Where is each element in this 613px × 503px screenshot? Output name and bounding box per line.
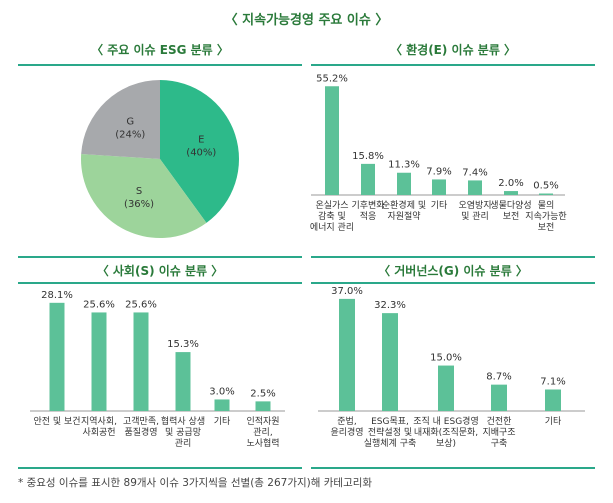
data-label: 15.8% — [352, 151, 384, 162]
category-label: 기타 — [431, 200, 448, 211]
pie-slice-S — [81, 154, 207, 238]
category-label: 조직 내 ESG경영 내재화(조직문화, 보상) — [413, 415, 479, 449]
data-label: 32.3% — [374, 300, 406, 311]
bar — [49, 302, 65, 411]
divider — [311, 467, 595, 469]
bar — [91, 312, 107, 411]
category-label: 인적자원 관리, 노사협력 — [246, 415, 279, 449]
data-label: 7.1% — [540, 376, 565, 387]
pie-value-E: (40%) — [186, 148, 216, 159]
divider — [18, 256, 302, 258]
bar — [438, 365, 454, 411]
bar — [255, 401, 271, 411]
divider — [18, 282, 302, 284]
bar — [133, 312, 149, 411]
data-label: 7.4% — [462, 167, 487, 178]
data-label: 3.0% — [209, 386, 234, 397]
category-label: 건전한 지배구조 구축 — [482, 416, 515, 449]
divider — [18, 64, 302, 66]
category-label: 안전 및 보건 — [33, 415, 80, 427]
pie-value-S: (36%) — [124, 199, 154, 210]
category-label: 기타 — [214, 416, 231, 427]
bar — [361, 163, 375, 195]
bar — [539, 193, 553, 195]
data-label: 0.5% — [533, 181, 558, 192]
bar — [432, 179, 446, 195]
footnote: * 중요성 이슈를 표시한 89개사 이슈 3가지씩을 선별(총 267가지)해… — [18, 477, 373, 489]
data-label: 8.7% — [486, 372, 511, 383]
bar — [468, 180, 482, 195]
bar — [491, 384, 507, 411]
data-label: 28.1% — [41, 290, 73, 301]
category-label: 지역사회, 사회공헌 — [81, 416, 117, 438]
category-label: 준법, 윤리경영 — [330, 416, 363, 438]
category-label: ESG목표, 전략설정 및 실행체계 구축 — [364, 416, 417, 449]
page-title: 〈 지속가능경영 주요 이슈 〉 — [224, 13, 389, 28]
social-chart-title: 〈 사회(S) 이슈 분류 〉 — [96, 264, 224, 278]
pie-label-G: G — [126, 116, 134, 127]
bar — [397, 172, 411, 195]
data-label: 25.6% — [125, 299, 157, 310]
pie-slice-G — [81, 80, 160, 159]
env-chart-title: 〈 환경(E) 이슈 분류 〉 — [389, 43, 517, 57]
bar — [382, 313, 398, 411]
bar — [339, 298, 355, 411]
bar — [325, 86, 339, 195]
divider — [18, 467, 302, 469]
divider — [311, 282, 595, 284]
data-label: 25.6% — [83, 299, 115, 310]
data-label: 37.0% — [331, 286, 363, 297]
category-label: 오염방지 및 관리 — [458, 200, 491, 222]
gov-chart-title: 〈 거버넌스(G) 이슈 분류 〉 — [378, 264, 528, 278]
pie-chart-title: 〈 주요 이슈 ESG 분류 〉 — [91, 43, 229, 57]
category-label: 기타 — [545, 416, 562, 427]
category-label: 온실가스 감축 및 에너지 관리 — [310, 200, 354, 233]
data-label: 15.3% — [167, 339, 199, 350]
category-label: 생물다양성 보전 — [490, 200, 531, 222]
data-label: 11.3% — [388, 160, 420, 171]
data-label: 2.5% — [250, 388, 275, 399]
bar — [545, 389, 561, 411]
pie-label-E: E — [198, 135, 204, 146]
data-label: 55.2% — [316, 73, 348, 84]
pie-label-S: S — [136, 186, 142, 197]
data-label: 2.0% — [498, 178, 523, 189]
bar — [214, 399, 230, 411]
data-label: 7.9% — [426, 166, 451, 177]
category-label: 기후변화 적응 — [351, 200, 384, 222]
category-label: 고객만족, 품질경영 — [123, 416, 159, 438]
data-label: 15.0% — [430, 353, 462, 364]
divider — [311, 256, 595, 258]
category-label: 물의 지속가능한 보전 — [525, 200, 566, 233]
bar — [504, 191, 518, 195]
category-label: 협력사 상생 및 공급망 관리 — [161, 415, 205, 449]
bar — [175, 352, 191, 411]
category-label: 순환경제 및 자원절약 — [382, 199, 426, 222]
pie-slice-E — [160, 80, 239, 223]
pie-value-G: (24%) — [115, 129, 145, 140]
divider — [311, 64, 595, 66]
